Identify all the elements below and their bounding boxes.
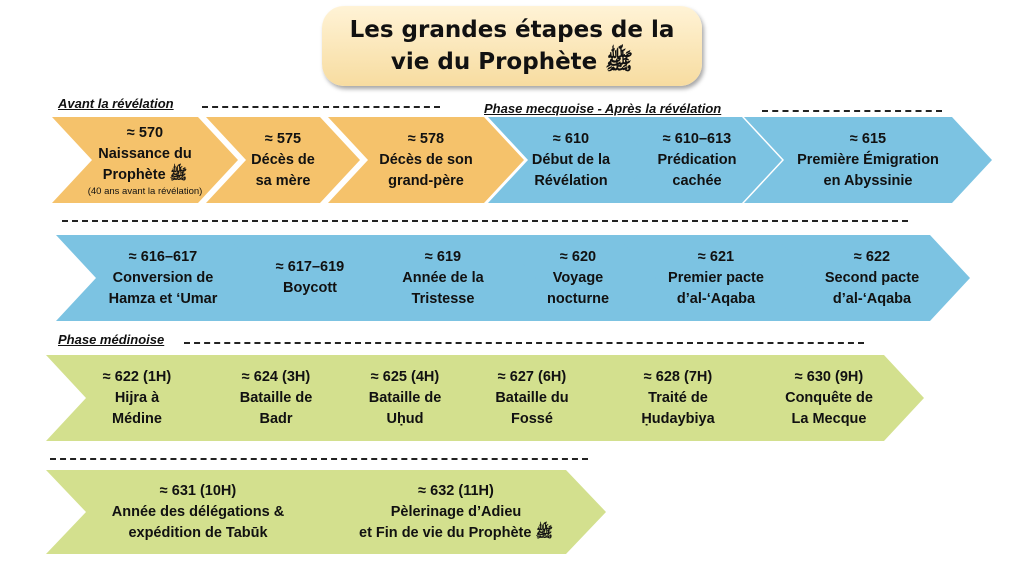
step-text-block: ≈ 627 (6H) Bataille du Fossé	[495, 367, 568, 430]
step-text: Année de la	[402, 269, 484, 286]
step-text: Badr	[259, 410, 293, 427]
step-text: ≈ 632 (11H)	[418, 482, 494, 499]
step-text: Année des délégations &	[111, 503, 285, 520]
phase-label-mecca: Phase mecquoise - Après la révélation	[484, 101, 722, 116]
step-text: d’al-‘Aqaba	[832, 290, 912, 307]
step-text: et Fin de vie du Prophète ﷺ	[359, 524, 553, 541]
step-text: ≈ 627 (6H)	[497, 368, 567, 385]
step-text-block: ≈ 621 Premier pacte d’al-‘Aqaba	[668, 247, 764, 310]
step-text: Fossé	[511, 410, 553, 427]
step-text-block: ≈ 617–619 Boycott	[276, 257, 344, 299]
step-text: d’al-‘Aqaba	[676, 290, 756, 307]
step-text-block: ≈ 622 Second pacte d’al-‘Aqaba	[825, 247, 919, 310]
step-text: expédition de Tabūk	[128, 524, 268, 541]
step-text: Conquête de	[785, 389, 873, 406]
step-text: Voyage	[552, 269, 604, 286]
timeline-step-farewell: ≈ 632 (11H) Pèlerinage d’Adieu et Fin de v…	[306, 470, 606, 554]
title-line-2: vie du Prophète ﷺ	[390, 49, 634, 75]
step-text: Pèlerinage d’Adieu	[390, 503, 522, 520]
step-text: ≈ 621	[697, 248, 735, 265]
step-text-block: ≈ 575 Décès de sa mère	[251, 129, 315, 192]
timeline-step-second-aqaba: ≈ 622 Second pacte d’al-‘Aqaba	[774, 235, 970, 321]
step-text: Conversion de	[112, 269, 214, 286]
step-text: grand-père	[388, 172, 464, 189]
step-text: cachée	[672, 172, 722, 189]
step-text: Début de la	[531, 151, 611, 168]
step-text: Traité de	[648, 389, 708, 406]
step-text: Prophète ﷺ	[102, 166, 188, 183]
step-text-block: ≈ 632 (11H) Pèlerinage d’Adieu et Fin de v…	[359, 481, 553, 544]
step-text: Uḥud	[386, 410, 424, 427]
title-line-1: Les grandes étapes de la	[349, 17, 675, 43]
step-text: ≈ 631 (10H)	[159, 482, 237, 499]
dashed-line	[62, 220, 908, 222]
step-text: ≈ 610–613	[662, 130, 732, 147]
step-text: Boycott	[283, 280, 337, 296]
step-text: ≈ 575	[264, 130, 302, 147]
step-text: Tristesse	[411, 290, 475, 307]
step-text: Première Émigration	[797, 151, 939, 168]
step-text: Prédication	[657, 151, 737, 168]
step-text: nocturne	[546, 290, 610, 307]
step-text: Révélation	[534, 172, 608, 189]
step-text-block: ≈ 620 Voyage nocturne	[547, 247, 609, 310]
step-text-block: ≈ 615 Première Émigration en Abyssinie	[797, 129, 939, 192]
dashed-line	[762, 110, 942, 112]
step-text: Ḥudaybiya	[641, 410, 715, 427]
step-text: ≈ 615	[849, 130, 887, 147]
step-note: (40 ans avant la révélation)	[87, 185, 203, 197]
step-text-block: ≈ 631 (10H) Année des délégations & expédi…	[112, 481, 284, 544]
step-text-block: ≈ 619 Année de la Tristesse	[402, 247, 483, 310]
step-text-block: ≈ 616–617 Conversion de Hamza et ‘Umar	[109, 247, 218, 310]
step-text-block: ≈ 624 (3H) Bataille de Badr	[240, 367, 313, 430]
step-text: ≈ 622 (1H)	[102, 368, 172, 385]
step-text: ≈ 616–617	[128, 248, 198, 265]
step-text: Hijra à	[114, 389, 160, 406]
step-text: Naissance du	[98, 145, 192, 162]
step-text: Second pacte	[824, 269, 920, 286]
step-text: ≈ 617–619	[275, 259, 345, 275]
step-text: Décès de	[251, 151, 315, 168]
dashed-line	[202, 106, 440, 108]
timeline-step-birth: ≈ 570 Naissance du Prophète ﷺ (40 ans avant…	[52, 117, 238, 203]
step-text: Médine	[112, 410, 162, 427]
step-text: ≈ 619	[424, 248, 462, 265]
step-text: Hamza et ‘Umar	[108, 290, 218, 307]
step-text: Premier pacte	[668, 269, 764, 286]
step-text: ≈ 610	[552, 130, 590, 147]
step-text: sa mère	[255, 172, 311, 189]
step-text: Décès de son	[379, 151, 473, 168]
step-text-block: ≈ 578 Décès de son grand-père	[379, 129, 473, 192]
step-text: ≈ 570	[126, 124, 164, 141]
step-text-block: ≈ 610 Début de la Révélation	[532, 129, 610, 192]
phase-label-before: Avant la révélation	[58, 96, 174, 111]
step-text-block: ≈ 628 (7H) Traité de Ḥudaybiya	[641, 367, 714, 430]
timeline-step-first-aqaba: ≈ 621 Premier pacte d’al-‘Aqaba	[616, 235, 816, 321]
timeline-step-delegations: ≈ 631 (10H) Année des délégations & expédi…	[46, 470, 350, 554]
title-box: Les grandes étapes de la vie du Prophète…	[322, 6, 702, 86]
step-text-block: ≈ 622 (1H) Hijra à Médine	[103, 367, 171, 430]
step-text: en Abyssinie	[823, 172, 913, 189]
timeline-step-abyssinia: ≈ 615 Première Émigration en Abyssinie	[744, 117, 992, 203]
step-text: ≈ 624 (3H)	[241, 368, 311, 385]
step-text: ≈ 625 (4H)	[370, 368, 440, 385]
step-text: La Mecque	[791, 410, 867, 427]
step-text: ≈ 578	[407, 130, 445, 147]
step-text: Bataille du	[495, 389, 569, 406]
phase-label-medina: Phase médinoise	[58, 332, 165, 347]
step-text: ≈ 622	[853, 248, 891, 265]
step-text: ≈ 620	[559, 248, 597, 265]
step-text: Bataille de	[368, 389, 442, 406]
step-text: ≈ 628 (7H)	[643, 368, 713, 385]
step-text-block: ≈ 610–613 Prédication cachée	[658, 129, 737, 192]
step-text-block: ≈ 570 Naissance du Prophète ﷺ (40 ans avant…	[88, 123, 203, 198]
step-text-block: ≈ 625 (4H) Bataille de Uḥud	[369, 367, 442, 430]
step-text: Bataille de	[239, 389, 313, 406]
dashed-line	[184, 342, 864, 344]
dashed-line	[50, 458, 588, 460]
timeline-step-conversion: ≈ 616–617 Conversion de Hamza et ‘Umar	[56, 235, 270, 321]
step-text: ≈ 630 (9H)	[794, 368, 864, 385]
step-text-block: ≈ 630 (9H) Conquête de La Mecque	[785, 367, 873, 430]
